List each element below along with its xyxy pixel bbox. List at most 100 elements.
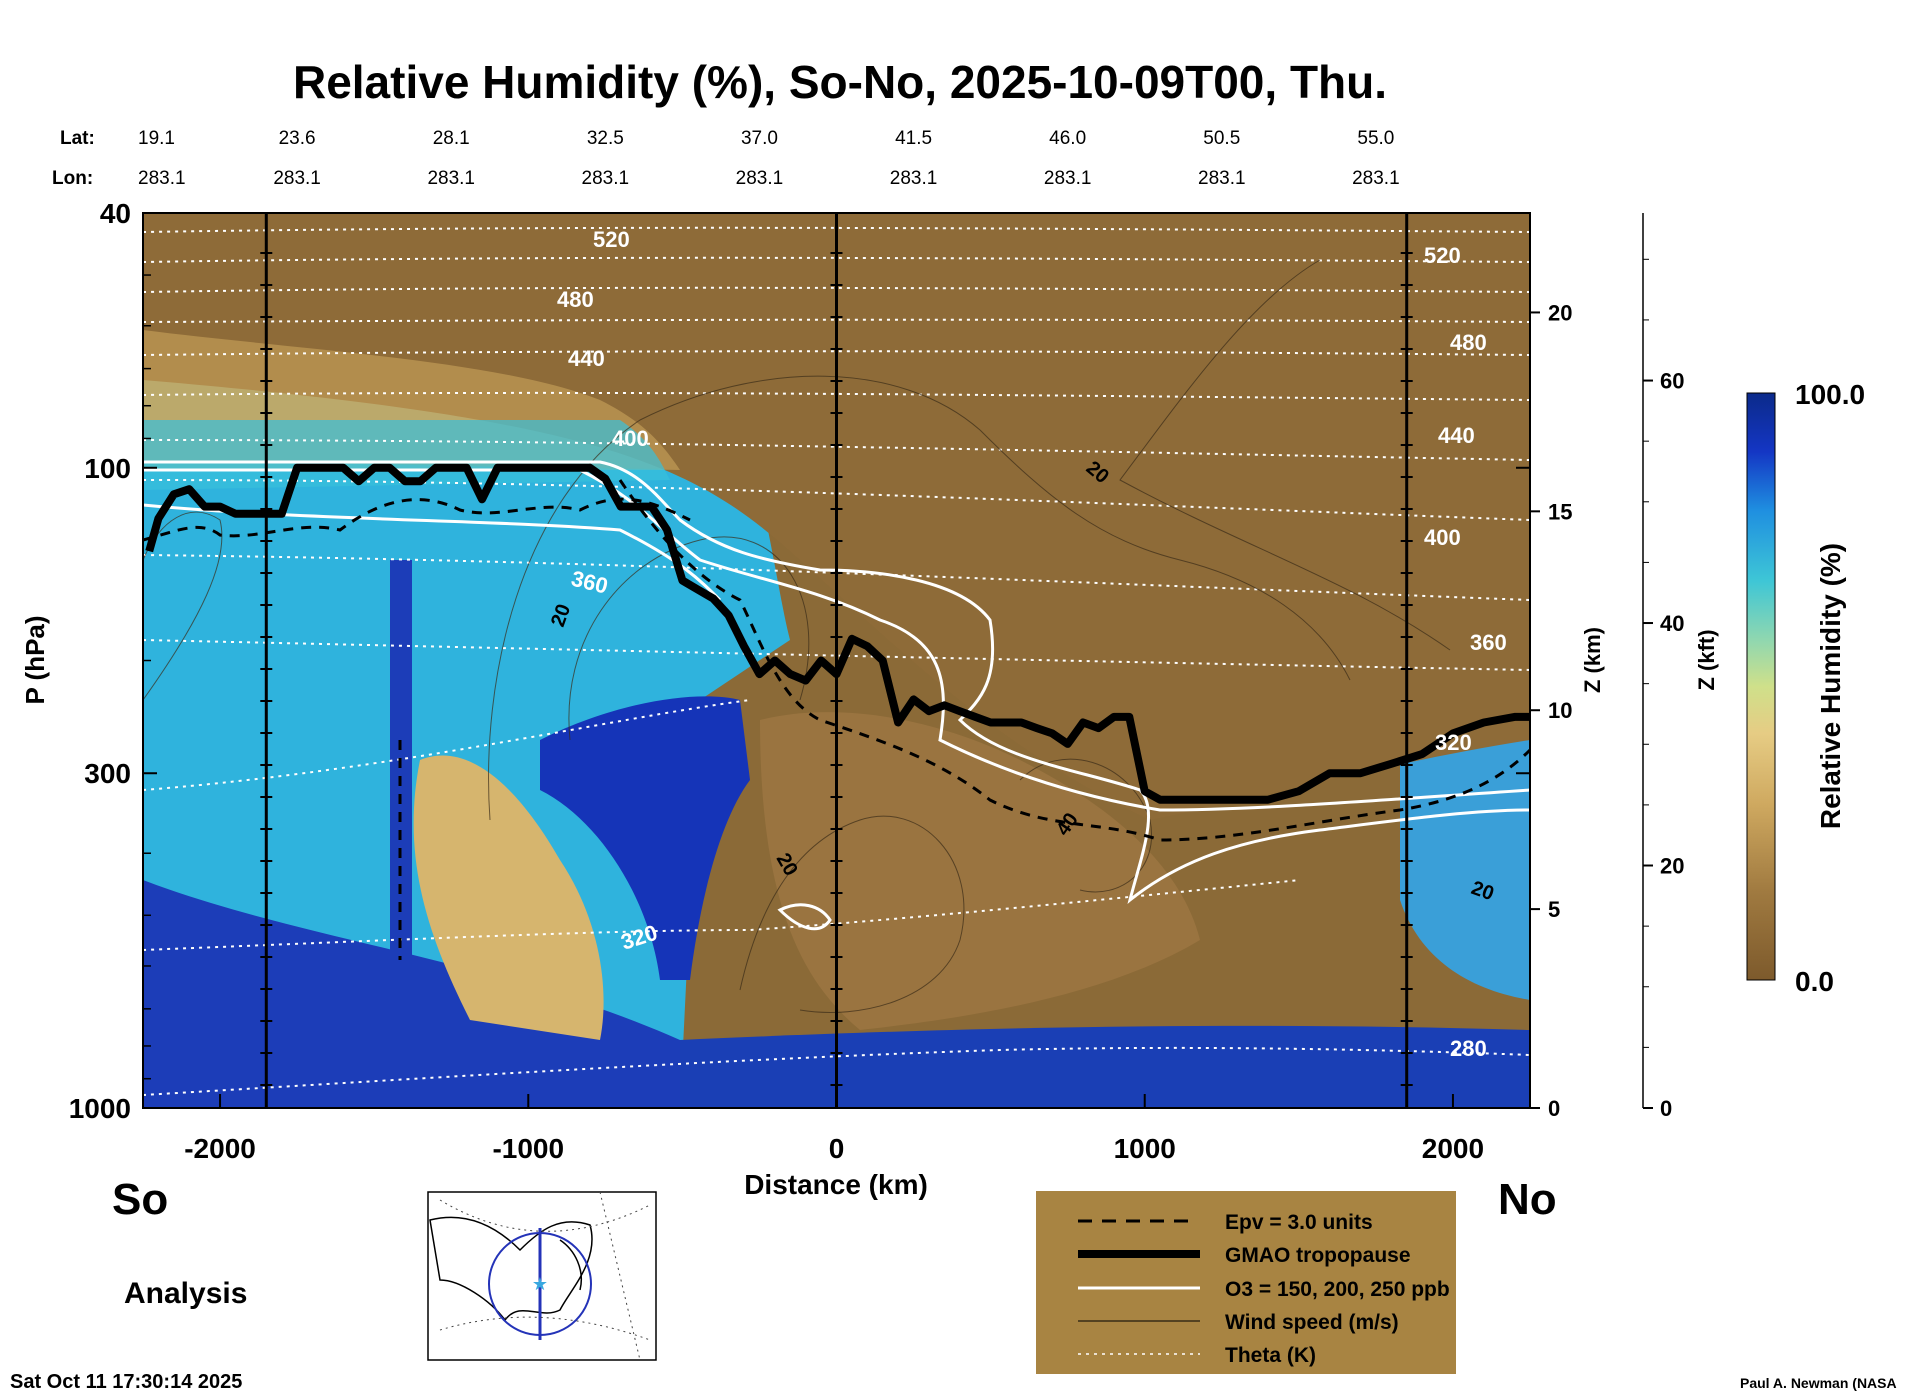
wind-contours	[143, 259, 1451, 1013]
x-tick-label: 1000	[1114, 1133, 1176, 1164]
legend: Epv = 3.0 units GMAO tropopause O3 = 150…	[1036, 1191, 1456, 1374]
theta-label: 320	[1435, 730, 1472, 755]
theta-line	[143, 318, 1530, 323]
wind-contour	[143, 511, 223, 701]
theta-label: 520	[1424, 243, 1461, 268]
z-kft-tick-label: 40	[1660, 611, 1684, 636]
epv-contour	[618, 479, 1530, 842]
z-km-tick-label: 5	[1548, 897, 1560, 922]
legend-item: Wind speed (m/s)	[1225, 1311, 1399, 1334]
inset-map-land	[559, 1239, 582, 1291]
z-km-tick-label: 20	[1548, 300, 1572, 325]
ozone-contour	[777, 903, 832, 931]
theta-isentropes	[143, 226, 1530, 1096]
z-km-tick-label: 0	[1548, 1096, 1560, 1121]
theta-line	[143, 286, 1530, 293]
lat-value: 50.5	[1203, 128, 1240, 149]
theta-label: 480	[557, 287, 594, 312]
theta-line	[143, 1046, 1530, 1096]
heatmap-deep-blue-bottom	[680, 1025, 1530, 1108]
vertical-reference-lines	[260, 213, 1413, 1108]
theta-label: 520	[593, 227, 630, 252]
lat-value: 55.0	[1357, 128, 1394, 149]
epv-contour	[143, 497, 691, 542]
y-tick-label: 40	[100, 198, 131, 229]
credit: Paul A. Newman (NASA	[1740, 1375, 1897, 1391]
inset-map-gridlines	[439, 1191, 651, 1361]
timestamp: Sat Oct 11 17:30:14 2025	[10, 1371, 242, 1393]
wind-contour	[568, 536, 810, 741]
lat-value: 23.6	[279, 128, 316, 149]
lat-lon-values: 19.1 23.6 28.1 32.5 37.0 41.5 46.0 50.5 55.0 283.…	[138, 128, 1400, 189]
lon-value: 283.1	[582, 168, 630, 189]
colorbar-min-label: 0.0	[1795, 966, 1834, 997]
theta-label: 400	[612, 426, 649, 451]
theta-line	[143, 699, 751, 791]
heatmap-blue-tongue	[540, 696, 750, 980]
theta-line	[143, 479, 1530, 521]
heatmap-moist-left	[143, 380, 790, 1108]
colorbar-max-label: 100.0	[1795, 379, 1865, 410]
lon-value: 283.1	[138, 168, 186, 189]
z-km-label: Z (km)	[1580, 627, 1605, 693]
x-axis-label: Distance (km)	[744, 1169, 928, 1200]
legend-item: O3 = 150, 200, 250 ppb	[1225, 1278, 1450, 1301]
x-tick-label: 0	[829, 1133, 845, 1164]
no-label: No	[1498, 1175, 1557, 1224]
z-kft-tick-label: 20	[1660, 854, 1684, 879]
y-tick-label: 1000	[69, 1093, 131, 1124]
z-kft-tick-label: 0	[1660, 1096, 1672, 1121]
heatmap-cyan-band	[143, 420, 670, 490]
lat-value: 28.1	[433, 128, 470, 149]
theta-label: 440	[568, 346, 605, 371]
theta-line	[143, 226, 1530, 233]
theta-line	[143, 439, 1530, 461]
lon-value: 283.1	[1198, 168, 1246, 189]
lon-value: 283.1	[427, 168, 475, 189]
tropopause-line	[145, 463, 1530, 804]
y-axis: 40 100 300 1000	[69, 198, 1530, 1124]
lon-value: 283.1	[1044, 168, 1092, 189]
theta-label: 440	[1438, 423, 1475, 448]
y-tick-label: 300	[84, 758, 131, 789]
z-km-axis: 0 5 10 15 20	[1530, 300, 1572, 1121]
y-axis-label: P (hPa)	[20, 615, 50, 704]
heatmap-tan-mid	[413, 755, 604, 1040]
epv-contours	[143, 479, 1530, 960]
theta-label: 360	[1470, 630, 1507, 655]
lat-label: Lat:	[60, 128, 95, 149]
lon-value: 283.1	[273, 168, 321, 189]
lat-value: 19.1	[138, 128, 175, 149]
heatmap-brown-mid	[760, 712, 1200, 1030]
theta-label: 280	[1450, 1036, 1487, 1061]
colorbar	[1746, 392, 1776, 981]
theta-line	[143, 350, 1530, 356]
x-axis: -2000 -1000 0 1000 2000	[184, 1094, 1484, 1164]
y-tick-label: 100	[84, 453, 131, 484]
z-kft-label: Z (kft)	[1694, 629, 1719, 690]
chart-title: Relative Humidity (%), So-No, 2025-10-09…	[293, 56, 1387, 108]
lat-value: 37.0	[741, 128, 778, 149]
lat-value: 46.0	[1049, 128, 1086, 149]
theta-line	[143, 639, 1530, 671]
legend-item: Theta (K)	[1225, 1344, 1316, 1367]
theta-labels: 520 480 440 400 360 320 280 520 480 440 …	[557, 227, 1507, 1061]
wind-contour	[488, 375, 1351, 821]
ozone-contour	[143, 460, 1530, 904]
x-tick-label: 2000	[1422, 1133, 1484, 1164]
wind-contour	[1119, 259, 1451, 651]
colorbar-label: Relative Humidity (%)	[1815, 543, 1846, 829]
theta-line	[143, 554, 1530, 601]
theta-label: 400	[1424, 525, 1461, 550]
z-km-tick-label: 10	[1548, 698, 1572, 723]
theta-line	[143, 879, 1301, 951]
lon-value: 283.1	[736, 168, 784, 189]
z-kft-tick-label: 60	[1660, 369, 1684, 394]
x-tick-label: -2000	[184, 1133, 256, 1164]
lat-value: 41.5	[895, 128, 932, 149]
inset-map: ★	[427, 1191, 657, 1361]
theta-line	[143, 256, 1530, 263]
lon-value: 283.1	[890, 168, 938, 189]
z-km-tick-label: 15	[1548, 499, 1572, 524]
so-label: So	[112, 1175, 168, 1224]
